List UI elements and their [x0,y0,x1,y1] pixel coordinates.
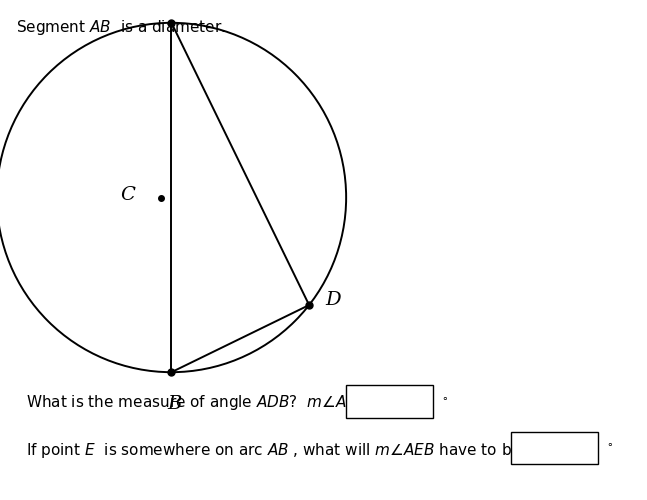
Text: What is the measure of angle $ADB$?  $m\angle ADB$ =: What is the measure of angle $ADB$? $m\a… [26,393,386,412]
Text: A: A [164,0,179,3]
Text: $^\circ$: $^\circ$ [604,440,613,455]
Text: D: D [325,291,341,309]
Text: If point $E$  is somewhere on arc $AB$ , what will $m\angle AEB$ have to be?: If point $E$ is somewhere on arc $AB$ , … [26,440,529,460]
FancyBboxPatch shape [346,385,433,418]
Text: Segment $AB$  is a diameter.: Segment $AB$ is a diameter. [16,18,226,37]
Text: $^\circ$: $^\circ$ [439,394,448,409]
Text: C: C [120,186,135,204]
FancyBboxPatch shape [511,432,598,464]
Text: B: B [168,394,182,412]
